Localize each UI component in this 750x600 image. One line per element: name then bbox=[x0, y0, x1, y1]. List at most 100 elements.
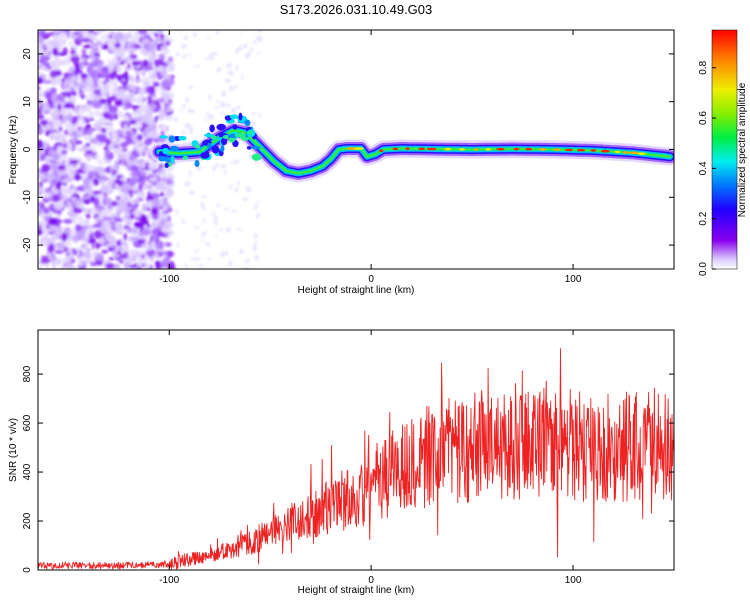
noise-speckle bbox=[161, 174, 171, 179]
noise-speckle bbox=[167, 91, 175, 99]
noise-speckle bbox=[129, 40, 134, 46]
noise-speckle bbox=[154, 37, 164, 43]
noise-speckle bbox=[129, 49, 134, 55]
noise-speckle bbox=[226, 227, 231, 233]
noise-speckle bbox=[47, 98, 53, 105]
noise-speckle bbox=[62, 58, 72, 66]
noise-speckle bbox=[135, 116, 143, 123]
noise-speckle bbox=[47, 51, 52, 56]
noise-speckle bbox=[108, 256, 115, 261]
noise-speckle bbox=[202, 205, 205, 211]
noise-speckle bbox=[152, 81, 160, 87]
noise-speckle bbox=[212, 165, 216, 172]
snr-x-tick-label: 100 bbox=[565, 575, 582, 586]
noise-speckle bbox=[130, 36, 135, 41]
noise-speckle bbox=[144, 263, 149, 269]
noise-speckle bbox=[89, 137, 97, 145]
noise-speckle bbox=[162, 205, 168, 210]
noise-speckle bbox=[162, 48, 170, 55]
noise-speckle bbox=[64, 227, 71, 234]
noise-speckle bbox=[252, 112, 256, 115]
noise-speckle bbox=[181, 219, 186, 224]
noise-speckle bbox=[107, 113, 114, 121]
noise-speckle bbox=[134, 209, 144, 214]
noise-speckle bbox=[86, 99, 93, 106]
noise-speckle bbox=[133, 121, 142, 130]
colorbar: 0.0 0.2 0.4 0.6 0.8 Normalized spectral ampl… bbox=[698, 29, 748, 276]
noise-speckle bbox=[104, 228, 114, 233]
noise-speckle bbox=[49, 237, 56, 244]
noise-speckle bbox=[90, 195, 96, 202]
noise-speckle bbox=[161, 81, 167, 90]
noise-speckle bbox=[77, 230, 86, 239]
noise-speckle bbox=[141, 143, 146, 150]
noise-speckle bbox=[89, 180, 94, 190]
noise-speckle bbox=[246, 186, 252, 192]
snr-x-ticks: -100 0 100 bbox=[159, 330, 582, 586]
noise-speckle bbox=[89, 111, 98, 115]
noise-speckle bbox=[182, 54, 187, 59]
noise-speckle bbox=[139, 93, 144, 100]
noise-speckle bbox=[45, 91, 53, 100]
noise-speckle bbox=[80, 58, 87, 62]
noise-speckle bbox=[41, 44, 47, 49]
noise-speckle bbox=[62, 108, 72, 113]
noise-speckle bbox=[195, 249, 199, 253]
noise-speckle bbox=[108, 44, 116, 51]
noise-speckle bbox=[165, 189, 174, 197]
colorbar-gradient bbox=[711, 29, 738, 270]
noise-speckle bbox=[231, 209, 238, 213]
noise-speckle bbox=[181, 104, 187, 108]
noise-speckle bbox=[151, 120, 156, 124]
noise-speckle bbox=[165, 178, 174, 185]
noise-speckle bbox=[110, 141, 116, 146]
noise-speckle bbox=[44, 191, 51, 199]
noise-speckle bbox=[195, 257, 201, 260]
noise-speckle bbox=[141, 203, 147, 213]
noise-speckle bbox=[189, 190, 195, 195]
noise-speckle bbox=[119, 142, 128, 148]
ridge-blob bbox=[162, 147, 170, 155]
noise-speckle bbox=[67, 264, 76, 269]
noise-speckle bbox=[203, 231, 208, 234]
noise-speckle bbox=[104, 149, 110, 158]
noise-speckle bbox=[38, 46, 45, 55]
noise-speckle bbox=[237, 180, 240, 187]
heatmap-x-tick-label: -100 bbox=[159, 274, 179, 285]
noise-speckle bbox=[100, 89, 108, 98]
noise-speckle bbox=[119, 259, 124, 264]
noise-speckle bbox=[157, 232, 162, 237]
noise-speckle bbox=[226, 64, 229, 69]
ridge-blob bbox=[234, 133, 241, 138]
noise-speckle bbox=[89, 261, 99, 267]
noise-speckle bbox=[250, 47, 254, 53]
noise-speckle bbox=[218, 67, 222, 72]
noise-speckle bbox=[258, 113, 261, 118]
noise-speckle bbox=[114, 99, 124, 107]
noise-speckle bbox=[84, 253, 93, 260]
noise-speckle bbox=[212, 51, 218, 56]
noise-speckle bbox=[105, 262, 115, 269]
noise-speckle bbox=[137, 191, 146, 200]
colorbar-tick-label: 0.0 bbox=[698, 262, 709, 276]
noise-speckle bbox=[49, 60, 59, 69]
noise-speckle bbox=[150, 240, 156, 250]
noise-speckle bbox=[154, 58, 165, 68]
noise-speckle bbox=[184, 264, 189, 268]
noise-speckle bbox=[181, 44, 187, 49]
ridge-blob bbox=[164, 156, 173, 163]
noise-speckle bbox=[108, 175, 118, 181]
noise-speckle bbox=[239, 248, 244, 255]
noise-speckle bbox=[114, 222, 124, 231]
ridge-hotspot bbox=[444, 147, 452, 151]
noise-speckle bbox=[70, 55, 81, 63]
noise-speckle bbox=[65, 176, 75, 183]
noise-speckle bbox=[234, 84, 238, 90]
noise-speckle bbox=[216, 30, 220, 35]
noise-speckle bbox=[65, 250, 69, 255]
noise-speckle bbox=[60, 149, 68, 155]
noise-speckle bbox=[122, 215, 127, 221]
noise-speckle bbox=[101, 185, 111, 193]
noise-speckle bbox=[77, 82, 88, 88]
ridge-hotspot bbox=[392, 147, 399, 151]
